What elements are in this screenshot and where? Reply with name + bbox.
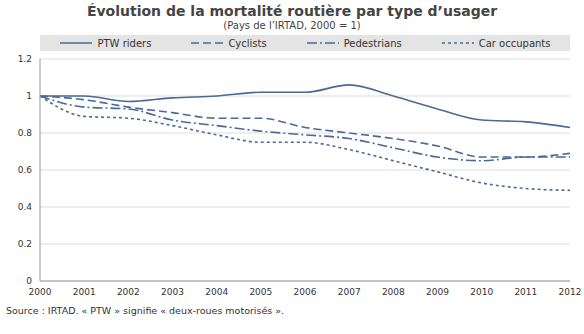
html-text:Source : IRTAD. « PTW » signif: Source : IRTAD. « PTW » signifie « deux-… <box>6 305 285 316</box>
svg-text:2000: 2000 <box>29 287 52 297</box>
svg-text:2009: 2009 <box>426 287 449 297</box>
html-text:Évolution de la mortalité rout: Évolution de la mortalité routière par t… <box>86 3 498 19</box>
svg-text:2012: 2012 <box>559 287 576 297</box>
svg-text:1.2: 1.2 <box>18 54 32 64</box>
html-text:PTW riders: PTW riders <box>97 37 152 49</box>
svg-text:2007: 2007 <box>338 287 361 297</box>
svg-text:2006: 2006 <box>294 287 317 297</box>
html-text:Cyclists: Cyclists <box>228 37 267 49</box>
svg-text:0: 0 <box>26 276 32 286</box>
svg-text:2003: 2003 <box>161 287 184 297</box>
svg-text:0.8: 0.8 <box>18 128 33 138</box>
html-text:Pedestrians: Pedestrians <box>343 37 402 49</box>
svg-text:0.6: 0.6 <box>18 165 33 175</box>
html-text:(Pays de l’IRTAD, 2000 = 1): (Pays de l’IRTAD, 2000 = 1) <box>223 20 361 31</box>
svg-text:2004: 2004 <box>205 287 228 297</box>
html-text:Car occupants: Car occupants <box>478 37 551 49</box>
svg-text:2005: 2005 <box>249 287 272 297</box>
svg-text:2001: 2001 <box>73 287 96 297</box>
svg-text:1: 1 <box>26 91 32 101</box>
svg-text:2011: 2011 <box>514 287 537 297</box>
svg-text:2010: 2010 <box>470 287 493 297</box>
svg-text:2002: 2002 <box>117 287 140 297</box>
svg-text:0.4: 0.4 <box>18 202 33 212</box>
svg-text:2008: 2008 <box>382 287 405 297</box>
svg-text:0.2: 0.2 <box>18 239 32 249</box>
